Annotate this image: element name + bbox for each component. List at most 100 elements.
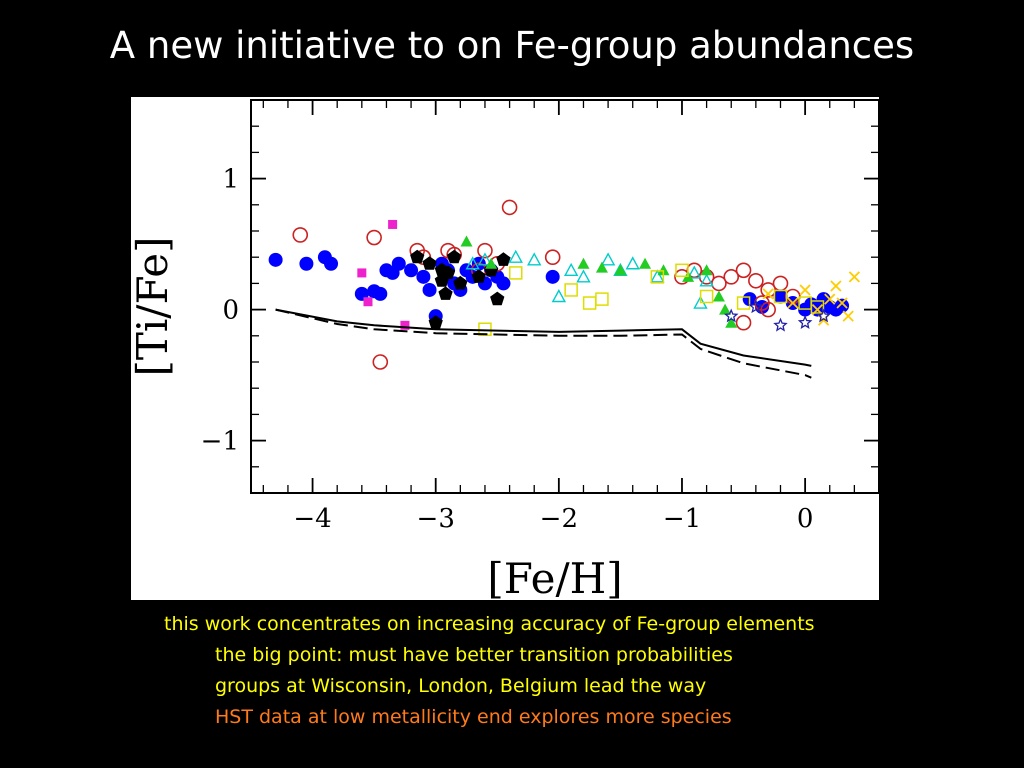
data-point-open-triangle	[625, 256, 640, 270]
data-point-filled-triangle	[577, 257, 590, 269]
data-point-filled-triangle	[485, 257, 498, 269]
data-point-open-triangle	[477, 252, 493, 266]
data-point-open-triangle	[650, 269, 665, 283]
data-point-filled-triangle	[657, 264, 670, 276]
data-point-open-square	[810, 300, 825, 314]
data-point-x-cross	[830, 280, 842, 292]
data-point-open-star	[723, 308, 739, 323]
caption-line-2: the big point: must have better transiti…	[215, 644, 733, 666]
data-point-open-square	[508, 266, 523, 280]
data-point-filled-triangle	[595, 261, 608, 273]
caption-line-4: HST data at low metallicity end explores…	[215, 706, 732, 728]
data-point-filled-square	[363, 297, 373, 307]
data-point-filled-triangle	[700, 264, 713, 276]
data-point-filled-triangle	[725, 316, 738, 328]
data-point-open-triangle	[527, 252, 542, 266]
data-point-filled-circle	[404, 263, 419, 278]
x-tick-label: −2	[540, 504, 578, 534]
data-point-open-square	[699, 289, 714, 304]
data-point-filled-circle	[545, 269, 560, 284]
data-point-open-circle	[723, 269, 740, 285]
data-point-open-star	[748, 299, 764, 314]
data-point-open-triangle	[600, 252, 616, 266]
data-point-open-circle	[772, 275, 789, 292]
x-tick-label: −3	[417, 504, 455, 534]
plot-frame	[250, 99, 879, 494]
plot-marks	[268, 199, 861, 379]
data-point-filled-square	[357, 268, 367, 278]
data-point-filled-triangle	[614, 264, 627, 276]
data-point-open-triangle	[465, 256, 480, 270]
data-point-filled-circle	[422, 282, 437, 297]
data-point-filled-triangle	[639, 257, 652, 269]
data-point-open-star	[797, 315, 813, 329]
data-point-x-cross	[824, 293, 836, 305]
data-point-filled-square	[400, 320, 410, 330]
data-point-filled-circle	[391, 256, 406, 271]
data-point-filled-triangle	[719, 303, 732, 315]
y-tick-label: 0	[222, 296, 239, 326]
x-tick-label: 0	[797, 504, 814, 534]
data-point-x-cross	[811, 303, 824, 316]
data-point-open-square	[736, 296, 751, 310]
data-point-open-square	[582, 296, 597, 310]
data-point-x-cross	[762, 288, 774, 300]
data-point-x-cross	[787, 297, 799, 309]
data-point-filled-pentagon	[447, 249, 462, 264]
plot-panel: −4 −3 −2 −1 0 −1 0 1 [Fe/H] [Ti/Fe]	[131, 97, 879, 600]
data-point-filled-pentagon	[434, 273, 449, 287]
data-point-open-circle	[292, 227, 309, 243]
ti-fe-scatter-chart: −4 −3 −2 −1 0 −1 0 1 [Fe/H] [Ti/Fe]	[131, 99, 879, 600]
data-point-filled-triangle	[712, 290, 725, 302]
data-point-filled-circle	[773, 289, 788, 304]
data-point-open-star	[773, 317, 788, 332]
data-point-open-circle	[748, 272, 764, 289]
data-point-open-square	[773, 289, 788, 304]
y-tick-label: −1	[201, 427, 239, 457]
data-point-open-circle	[544, 249, 561, 265]
data-point-filled-pentagon	[410, 249, 425, 264]
y-axis-label: [Ti/Fe]	[131, 236, 177, 376]
data-point-filled-pentagon	[428, 315, 443, 329]
caption-line-1: this work concentrates on increasing acc…	[164, 613, 815, 635]
data-point-filled-pentagon	[490, 291, 505, 306]
x-tick-label: −1	[663, 504, 701, 534]
data-point-filled-pentagon	[496, 252, 511, 266]
data-point-filled-circle	[416, 269, 431, 284]
data-point-open-triangle	[699, 273, 714, 287]
data-point-open-circle	[366, 229, 382, 246]
data-point-x-cross	[848, 271, 861, 283]
data-point-open-square	[650, 270, 665, 284]
data-point-filled-circle	[268, 252, 283, 267]
data-point-filled-triangle	[460, 235, 473, 247]
slide-title: A new initiative to on Fe-group abundanc…	[109, 24, 915, 67]
model-curve-solid	[275, 308, 812, 367]
data-point-filled-circle	[299, 256, 314, 271]
data-point-filled-pentagon	[422, 256, 437, 270]
data-point-filled-circle	[373, 286, 388, 301]
model-curve-dashed	[275, 308, 812, 379]
plot-axes: −4 −3 −2 −1 0 −1 0 1 [Fe/H] [Ti/Fe]	[131, 99, 879, 600]
y-tick-label: 1	[222, 165, 239, 195]
data-point-open-circle	[735, 314, 752, 331]
caption-bullets: this work concentrates on increasing acc…	[0, 609, 1024, 733]
data-point-filled-circle	[496, 276, 511, 291]
data-point-open-triangle	[508, 249, 523, 263]
data-point-open-triangle	[687, 265, 702, 279]
x-tick-label: −4	[293, 504, 331, 534]
data-point-filled-square	[388, 219, 398, 229]
x-axis-label: [Fe/H]	[487, 554, 622, 600]
data-point-open-circle	[501, 199, 518, 216]
data-point-filled-pentagon	[453, 275, 468, 290]
data-point-filled-circle	[835, 298, 850, 313]
data-point-open-circle	[477, 242, 493, 259]
data-point-open-star	[816, 308, 831, 323]
data-point-x-cross	[799, 284, 811, 296]
data-point-open-circle	[760, 301, 776, 318]
data-point-open-triangle	[551, 289, 567, 303]
data-point-x-cross	[842, 310, 854, 322]
data-point-open-triangle	[563, 262, 579, 277]
caption-line-3: groups at Wisconsin, London, Belgium lea…	[215, 675, 707, 697]
data-point-open-square	[595, 292, 609, 306]
data-point-filled-circle	[324, 256, 339, 271]
